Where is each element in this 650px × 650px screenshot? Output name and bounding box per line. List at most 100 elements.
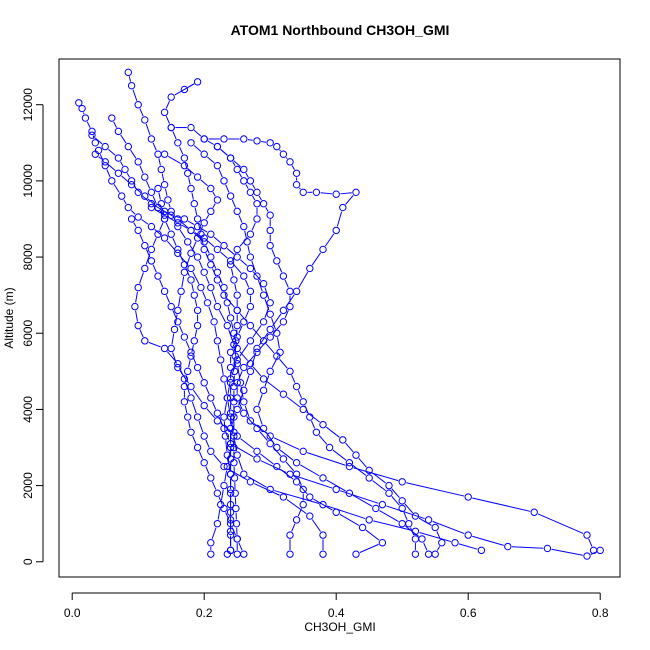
data-point	[226, 363, 235, 372]
series-segment	[147, 198, 156, 206]
data-point	[180, 85, 189, 94]
series-segment	[207, 156, 215, 164]
data-point	[187, 184, 195, 193]
series-segment	[244, 375, 250, 387]
data-point	[187, 139, 195, 147]
data-point	[134, 213, 142, 221]
data-point	[147, 200, 156, 208]
series-segment	[188, 421, 191, 429]
series-segment	[359, 543, 379, 553]
data-point	[221, 432, 230, 440]
data-point	[134, 321, 142, 330]
series-segment	[135, 310, 138, 322]
data-point	[223, 299, 232, 307]
data-point	[187, 348, 195, 356]
data-point	[147, 135, 156, 143]
series-segment	[218, 416, 223, 425]
series-2	[124, 68, 598, 555]
data-point	[121, 165, 129, 174]
y-axis: 0 2000 4000 6000 8000 10000 12000	[21, 88, 44, 565]
series-segment	[318, 435, 328, 445]
series-segment	[297, 477, 302, 486]
series-segment	[152, 142, 157, 151]
series-segment	[193, 129, 202, 137]
series-segment	[113, 121, 117, 128]
data-point	[286, 550, 294, 558]
data-point	[124, 203, 133, 212]
series-segment	[233, 445, 254, 458]
data-point	[226, 424, 235, 433]
data-point	[273, 142, 281, 151]
series-segment	[264, 375, 270, 387]
series-segment	[537, 513, 584, 534]
series-segment	[139, 234, 144, 242]
data-point	[253, 188, 261, 197]
series-segment	[227, 402, 231, 413]
data-point	[339, 203, 347, 212]
series-segment	[181, 276, 185, 288]
data-point	[312, 428, 321, 436]
data-point	[213, 409, 222, 417]
data-point	[147, 188, 156, 197]
data-point	[207, 394, 215, 402]
data-point	[240, 398, 248, 406]
data-point	[207, 230, 215, 238]
data-point	[292, 382, 301, 391]
data-point	[127, 180, 136, 189]
series-segment	[279, 358, 288, 369]
series-segment	[174, 83, 195, 96]
data-point	[464, 531, 472, 539]
data-point	[124, 142, 133, 151]
series-segment	[99, 154, 104, 162]
series-segment	[320, 192, 333, 195]
data-point	[319, 531, 327, 539]
data-point	[213, 161, 222, 170]
series-segment	[172, 352, 177, 364]
data-point	[226, 192, 235, 200]
data-point	[230, 474, 239, 482]
series-segment	[231, 268, 234, 276]
series-segment	[148, 341, 161, 348]
data-point	[233, 245, 241, 254]
data-point	[345, 459, 354, 467]
series-segment	[192, 355, 197, 364]
series-segment	[240, 259, 248, 267]
series-segment	[353, 467, 399, 482]
series-segment	[154, 209, 162, 214]
series-12	[167, 123, 420, 558]
series-segment	[146, 180, 151, 189]
series-segment	[246, 416, 255, 426]
series-segment	[259, 431, 268, 441]
data-point	[187, 249, 195, 257]
data-point	[266, 367, 274, 376]
data-point	[319, 550, 327, 558]
series-segment	[423, 542, 428, 551]
series-segment	[205, 214, 210, 220]
data-point	[233, 165, 241, 174]
series-segment	[165, 115, 170, 124]
series-segment	[198, 451, 203, 460]
series-segment	[165, 222, 170, 231]
data-point	[299, 447, 307, 456]
data-point	[418, 535, 426, 543]
series-segment	[161, 173, 165, 181]
data-point	[226, 500, 235, 509]
data-point	[226, 314, 235, 322]
data-point	[226, 485, 235, 494]
series-segment	[234, 337, 237, 345]
data-point	[583, 552, 591, 560]
data-point	[127, 177, 136, 185]
data-point	[398, 478, 406, 486]
data-point	[170, 325, 179, 334]
series-segment	[293, 475, 333, 489]
series-segment	[86, 121, 91, 128]
series-segment	[332, 449, 347, 461]
data-point	[240, 272, 248, 280]
data-point	[253, 447, 261, 456]
data-point	[233, 451, 241, 459]
data-point	[273, 352, 281, 360]
data-point	[213, 337, 222, 345]
series-segment	[257, 413, 263, 425]
series-segment	[239, 351, 249, 361]
series-segment	[113, 184, 120, 193]
